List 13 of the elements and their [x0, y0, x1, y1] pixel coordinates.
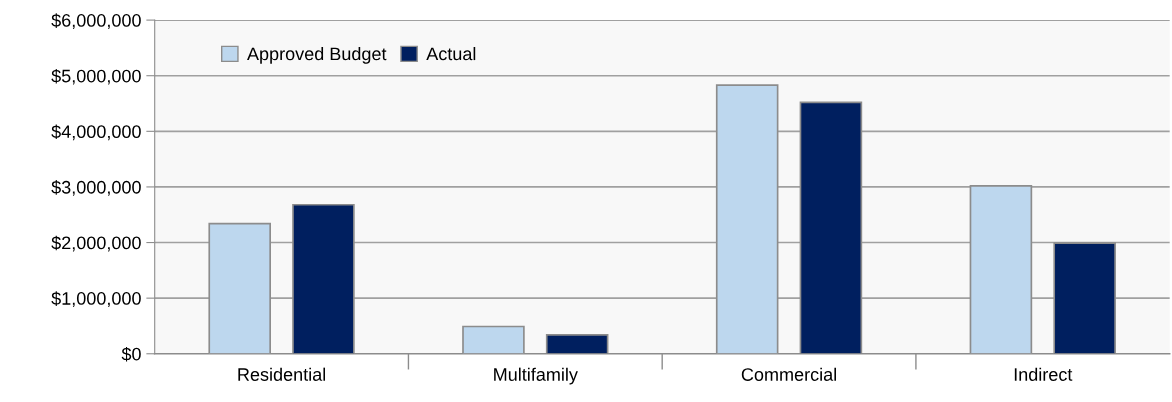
y-tick-label: $3,000,000 — [51, 180, 141, 196]
y-tick-label: $2,000,000 — [51, 235, 141, 252]
legend-label: Actual — [426, 47, 476, 61]
legend-label: Approved Budget — [247, 47, 387, 64]
x-tick-label: Multifamily — [494, 367, 578, 385]
x-tick-label: Commercial — [741, 367, 836, 381]
y-tick-label: $0 — [121, 346, 141, 362]
y-tick-label: $4,000,000 — [51, 124, 141, 141]
y-tick-label: $1,000,000 — [51, 291, 141, 307]
x-tick-label: Residential — [238, 367, 326, 381]
y-tick-label: $5,000,000 — [51, 68, 141, 85]
x-tick-label: Indirect — [1014, 367, 1073, 381]
y-tick-label: $6,000,000 — [51, 13, 141, 29]
